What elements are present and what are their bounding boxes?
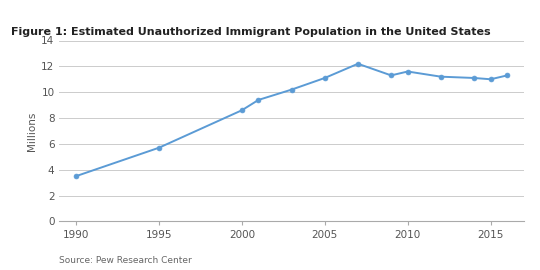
Y-axis label: Millions: Millions [27, 111, 37, 151]
Text: Source: Pew Research Center: Source: Pew Research Center [59, 256, 192, 265]
Text: Figure 1: Estimated Unauthorized Immigrant Population in the United States: Figure 1: Estimated Unauthorized Immigra… [11, 27, 490, 37]
